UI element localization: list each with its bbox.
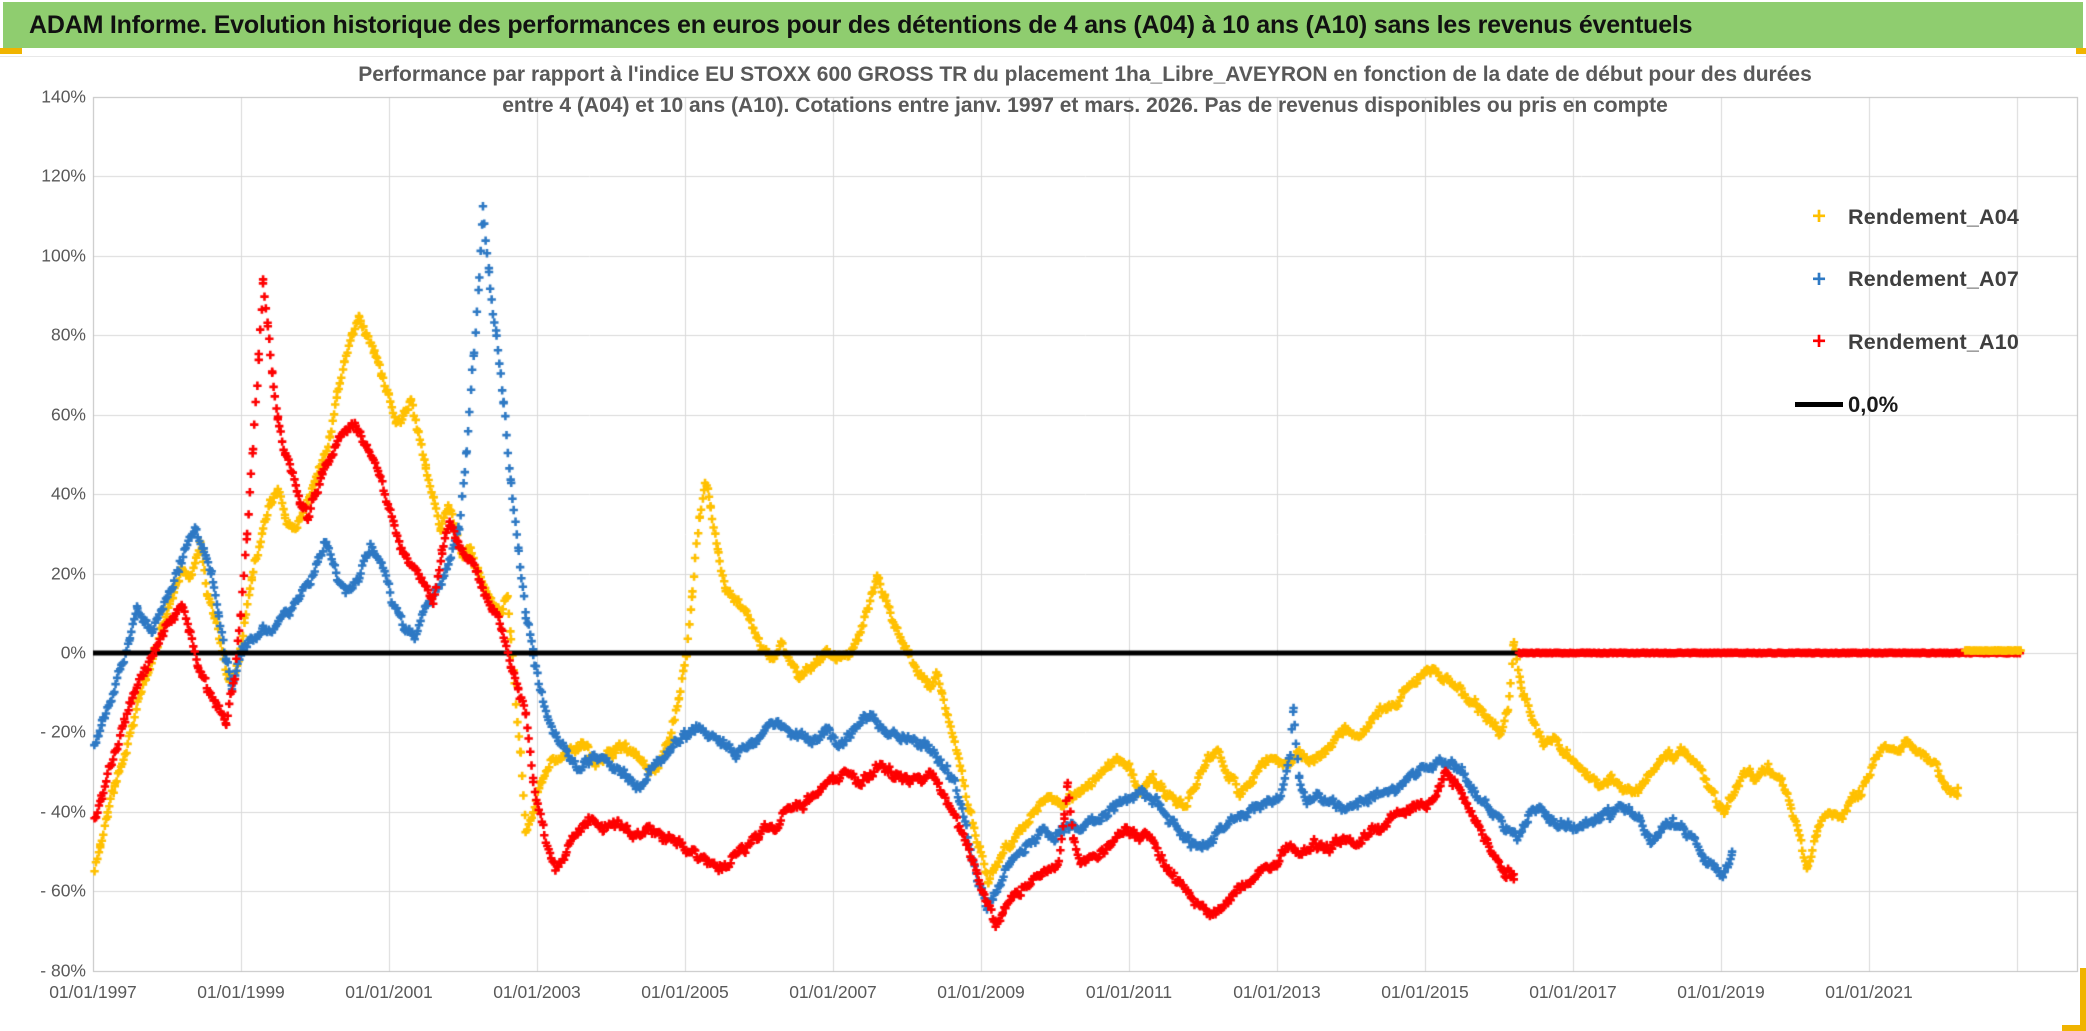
x-axis-tick-label: 01/01/1999 [197, 982, 285, 1002]
legend-label: Rendement_A04 [1848, 204, 2020, 229]
y-axis-tick-label: 20% [50, 563, 86, 584]
y-axis-tick-label: - 20% [40, 721, 86, 742]
x-axis-tick-label: 01/01/2005 [641, 982, 729, 1002]
y-axis-tick-label: - 40% [40, 801, 86, 822]
legend-item-rendement-a07[interactable]: + Rendement_A07 [1790, 263, 2070, 297]
plus-marker-icon: + [1811, 203, 1826, 230]
legend-label: Rendement_A10 [1848, 329, 2020, 354]
x-axis-tick-label: 01/01/2007 [789, 982, 877, 1002]
y-axis-tick-label: 100% [41, 245, 86, 266]
x-axis-tick-label: 01/01/2003 [493, 982, 581, 1002]
chart-title-line2: entre 4 (A04) et 10 ans (A10). Cotations… [502, 94, 1668, 117]
y-axis-tick-label: 80% [50, 324, 86, 345]
x-axis-tick-label: 01/01/2021 [1825, 982, 1913, 1002]
chart-title-line1: Performance par rapport à l'indice EU ST… [358, 63, 1812, 86]
x-axis-tick-label: 01/01/2013 [1233, 982, 1321, 1002]
legend-label: Rendement_A07 [1848, 267, 2020, 291]
x-axis-tick-label: 01/01/2001 [345, 982, 433, 1002]
y-axis-tick-label: - 80% [40, 960, 86, 981]
x-axis-tick-label: 01/01/2011 [1085, 982, 1173, 1002]
y-axis-tick-label: 140% [41, 86, 86, 107]
legend-item-rendement-a04[interactable]: + Rendement_A04 [1790, 200, 2070, 234]
legend-label: 0,0% [1848, 391, 1899, 417]
legend-item-0-0-[interactable]: 0,0% [1790, 388, 2070, 422]
plus-marker-icon: + [1811, 328, 1826, 355]
y-axis-tick-label: 60% [50, 404, 86, 425]
y-axis-tick-label: 0% [60, 642, 86, 663]
x-axis-tick-label: 01/01/2009 [937, 982, 1025, 1002]
x-axis-tick-label: 01/01/2015 [1381, 982, 1469, 1002]
legend-item-rendement-a10[interactable]: + Rendement_A10 [1790, 325, 2070, 359]
chart-title: Performance par rapport à l'indice EU ST… [170, 59, 2000, 121]
y-axis-tick-label: 40% [50, 483, 86, 504]
x-axis-tick-label: 01/01/2019 [1677, 982, 1765, 1002]
y-axis-tick-label: - 60% [40, 880, 86, 901]
x-axis-tick-label: 01/01/2017 [1529, 982, 1617, 1002]
x-axis-tick-label: 01/01/1997 [49, 982, 137, 1002]
y-axis-tick-label: 120% [41, 165, 86, 186]
plus-marker-icon: + [1811, 265, 1826, 293]
legend-zero-line-swatch [1795, 402, 1843, 407]
